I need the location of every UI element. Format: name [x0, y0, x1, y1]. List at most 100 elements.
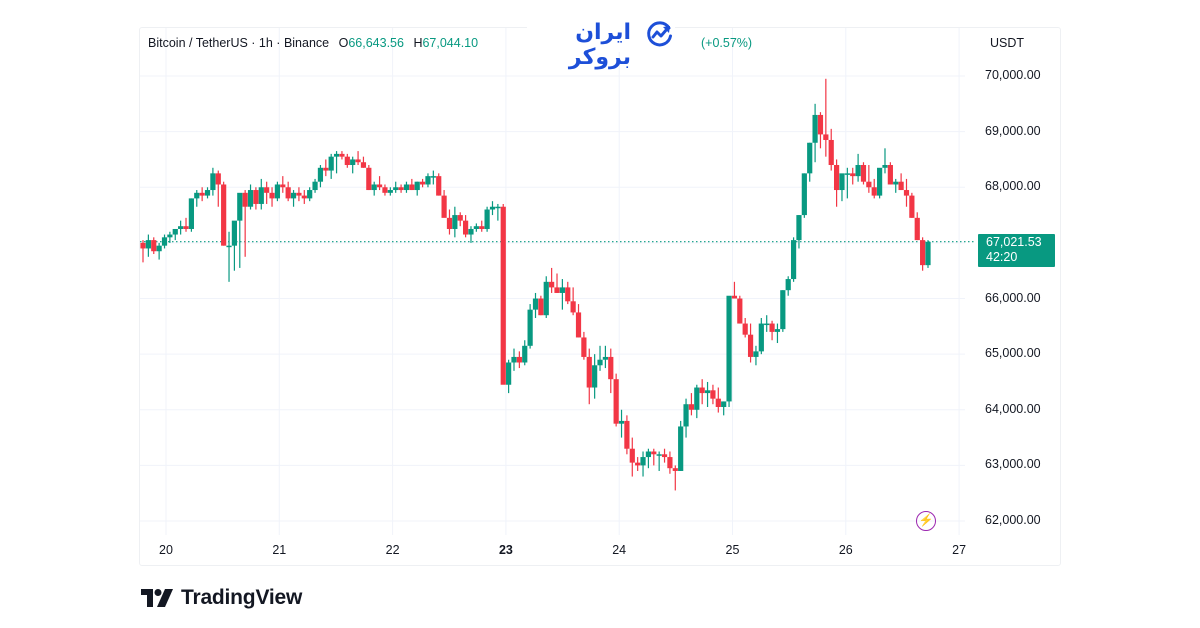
candle[interactable] [570, 287, 576, 316]
candle[interactable] [344, 153, 350, 168]
candle[interactable] [366, 165, 372, 191]
candle[interactable] [231, 220, 238, 271]
candle[interactable] [780, 290, 786, 332]
candle[interactable] [463, 215, 469, 238]
candle[interactable] [624, 415, 630, 455]
candle[interactable] [882, 148, 888, 174]
candle[interactable] [172, 228, 178, 241]
candle[interactable] [226, 231, 232, 282]
candle[interactable] [264, 181, 270, 204]
candle[interactable] [602, 345, 608, 369]
candle[interactable] [355, 151, 361, 166]
candle[interactable] [764, 315, 770, 332]
candle[interactable] [839, 173, 845, 202]
candle[interactable] [898, 173, 904, 191]
candle[interactable] [909, 192, 915, 218]
candle[interactable] [704, 381, 711, 407]
candle[interactable] [721, 401, 727, 416]
candle[interactable] [747, 323, 754, 363]
candle[interactable] [409, 178, 415, 191]
candle[interactable] [290, 190, 297, 207]
candle[interactable] [446, 209, 453, 235]
candle[interactable] [151, 237, 157, 255]
candle[interactable] [393, 181, 399, 193]
candle[interactable] [914, 212, 920, 241]
candle[interactable] [903, 178, 910, 207]
candle[interactable] [280, 176, 286, 193]
candle[interactable] [479, 220, 485, 232]
candle[interactable] [543, 276, 549, 318]
candle[interactable] [403, 181, 410, 193]
candle[interactable] [785, 276, 791, 296]
candle[interactable] [920, 237, 926, 271]
candle[interactable] [323, 159, 329, 177]
candle[interactable] [430, 170, 436, 185]
candle[interactable] [715, 387, 721, 413]
candle[interactable] [350, 156, 356, 174]
candle[interactable] [683, 398, 689, 438]
candle[interactable] [457, 212, 463, 227]
candle[interactable] [672, 465, 678, 491]
candle[interactable] [758, 317, 764, 355]
candle[interactable] [613, 373, 619, 427]
candle[interactable] [737, 295, 743, 324]
candle[interactable] [833, 159, 840, 207]
candle[interactable] [156, 242, 162, 260]
candle[interactable] [274, 181, 281, 202]
candle[interactable] [608, 348, 614, 394]
candle[interactable] [484, 206, 490, 232]
candle[interactable] [495, 203, 501, 221]
candle[interactable] [554, 273, 560, 293]
candle[interactable] [925, 240, 931, 268]
candle[interactable] [296, 187, 302, 202]
candle[interactable] [790, 237, 797, 282]
candle[interactable] [844, 167, 850, 199]
candle[interactable] [382, 184, 388, 196]
candle[interactable] [656, 451, 662, 471]
candle[interactable] [398, 184, 404, 193]
candle[interactable] [817, 112, 824, 149]
candle[interactable] [753, 345, 759, 366]
candle[interactable] [893, 178, 899, 193]
lightning-icon[interactable]: ⚡ [916, 511, 936, 531]
candle[interactable] [333, 151, 340, 174]
candle[interactable] [796, 215, 802, 249]
candle[interactable] [199, 187, 205, 202]
candle[interactable] [559, 279, 565, 310]
candle[interactable] [855, 153, 861, 182]
candle[interactable] [215, 170, 221, 207]
candle[interactable] [871, 178, 877, 199]
candle[interactable] [866, 165, 872, 193]
candle[interactable] [247, 184, 254, 210]
candle[interactable] [522, 340, 528, 366]
candle[interactable] [452, 206, 458, 238]
candle[interactable] [860, 162, 867, 185]
candle[interactable] [285, 181, 291, 202]
candle[interactable] [511, 348, 517, 371]
candle[interactable] [645, 448, 652, 469]
candle[interactable] [376, 176, 383, 191]
candle[interactable] [140, 240, 146, 263]
candle[interactable] [651, 448, 657, 466]
candle[interactable] [258, 178, 264, 210]
candle[interactable] [565, 281, 571, 305]
candle[interactable] [828, 128, 834, 171]
candle[interactable] [699, 379, 705, 405]
candle[interactable] [694, 384, 700, 419]
candle[interactable] [742, 317, 748, 338]
candle[interactable] [419, 178, 426, 188]
candle[interactable] [581, 331, 587, 360]
candle[interactable] [774, 323, 781, 344]
candle[interactable] [661, 448, 668, 463]
candle[interactable] [307, 187, 313, 202]
candle[interactable] [629, 437, 635, 477]
candle[interactable] [269, 187, 275, 207]
candle[interactable] [339, 151, 345, 160]
candle[interactable] [188, 198, 194, 232]
candle[interactable] [145, 234, 151, 257]
candle[interactable] [473, 223, 479, 232]
candle[interactable] [640, 451, 646, 477]
candle[interactable] [167, 231, 173, 243]
candle[interactable] [597, 345, 603, 371]
